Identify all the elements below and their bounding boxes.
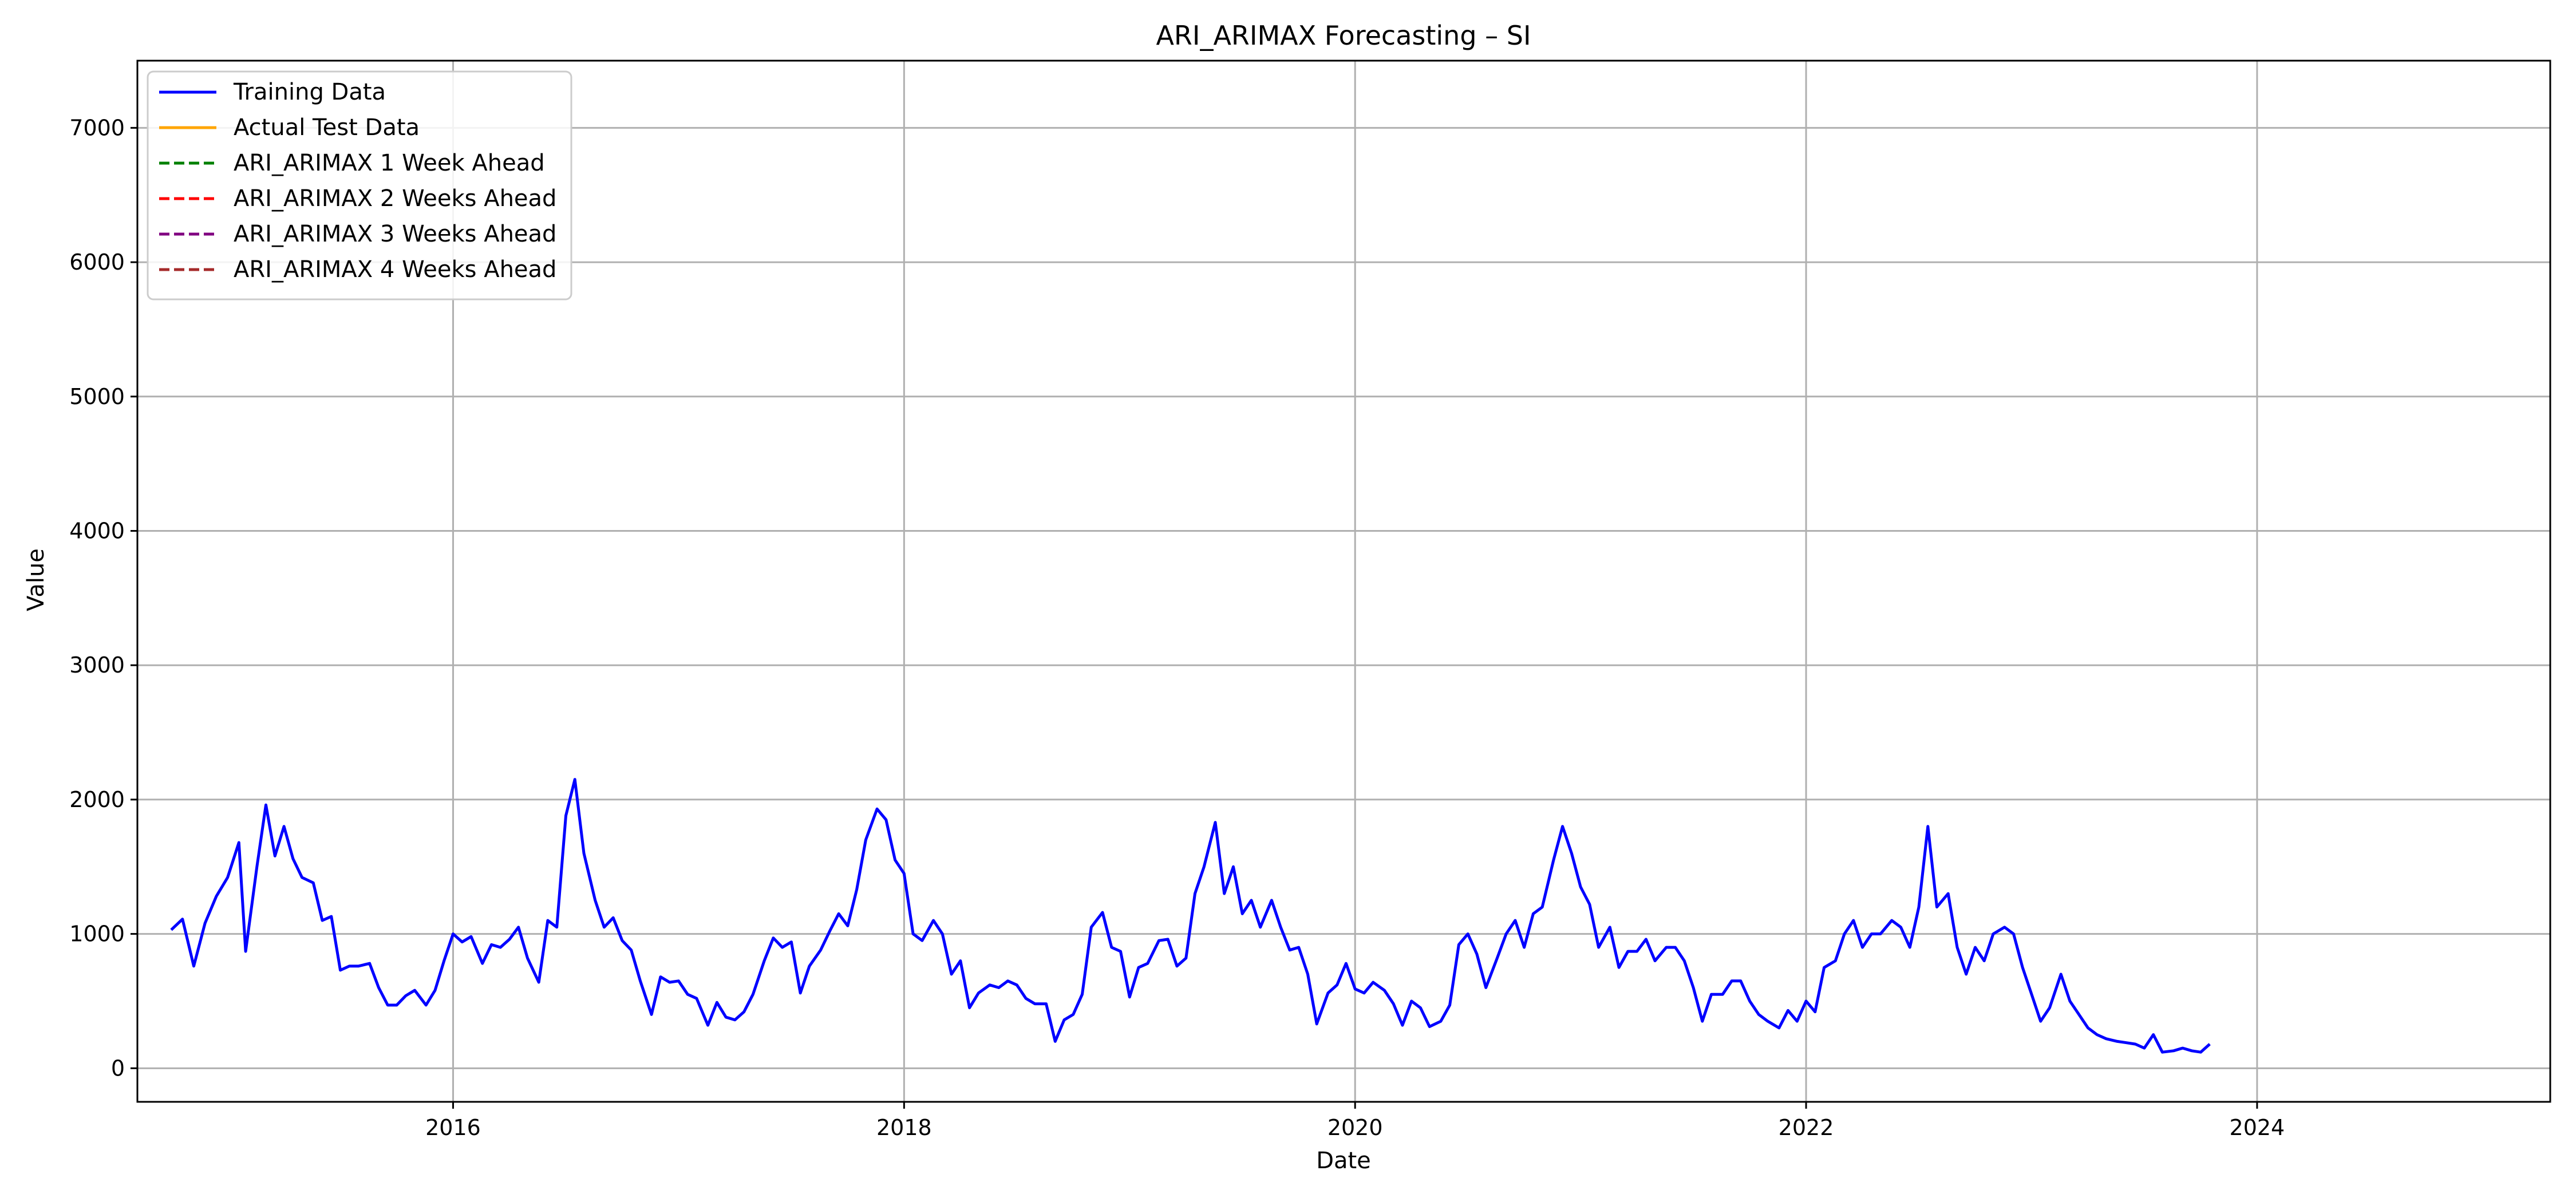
y-tick-label: 1000 [69,922,125,947]
x-tick-label: 2018 [876,1115,932,1140]
y-axis-label: Value [23,548,49,611]
y-axis-ticks: 0 1000 2000 3000 4000 5000 6000 7000 [69,115,137,1081]
y-tick-label: 4000 [69,518,125,543]
legend-entry-label: ARI_ARIMAX 1 Week Ahead [234,150,545,176]
legend-entry-label: ARI_ARIMAX 2 Weeks Ahead [234,185,556,212]
legend-entry-label: ARI_ARIMAX 3 Weeks Ahead [234,221,556,247]
y-tick-label: 6000 [69,250,125,275]
x-axis-label: Date [1316,1148,1371,1174]
legend: Training Data Actual Test Data ARI_ARIMAX … [147,70,572,300]
y-tick-label: 5000 [69,384,125,409]
x-tick-label: 2020 [1327,1115,1383,1140]
series-layer [170,778,2211,1054]
x-tick-label: 2024 [2230,1115,2285,1140]
legend-entry-label: Actual Test Data [234,114,420,141]
legend-entry-label: Training Data [233,79,386,105]
legend-entry-label: ARI_ARIMAX 4 Weeks Ahead [234,256,556,283]
plot-frame [136,60,2551,1103]
x-axis-ticks: 2016 2018 2020 2022 2024 [425,1102,2285,1140]
chart-title: ARI_ARIMAX Forecasting – SI [1156,20,1531,51]
series-line-0 [170,778,2211,1054]
gridlines [137,61,2550,1102]
y-tick-label: 2000 [69,787,125,812]
x-tick-label: 2022 [1779,1115,1834,1140]
y-tick-label: 7000 [69,115,125,140]
x-tick-label: 2016 [425,1115,481,1140]
y-tick-label: 0 [111,1055,125,1081]
legend-box [147,70,572,300]
y-tick-label: 3000 [69,653,125,678]
